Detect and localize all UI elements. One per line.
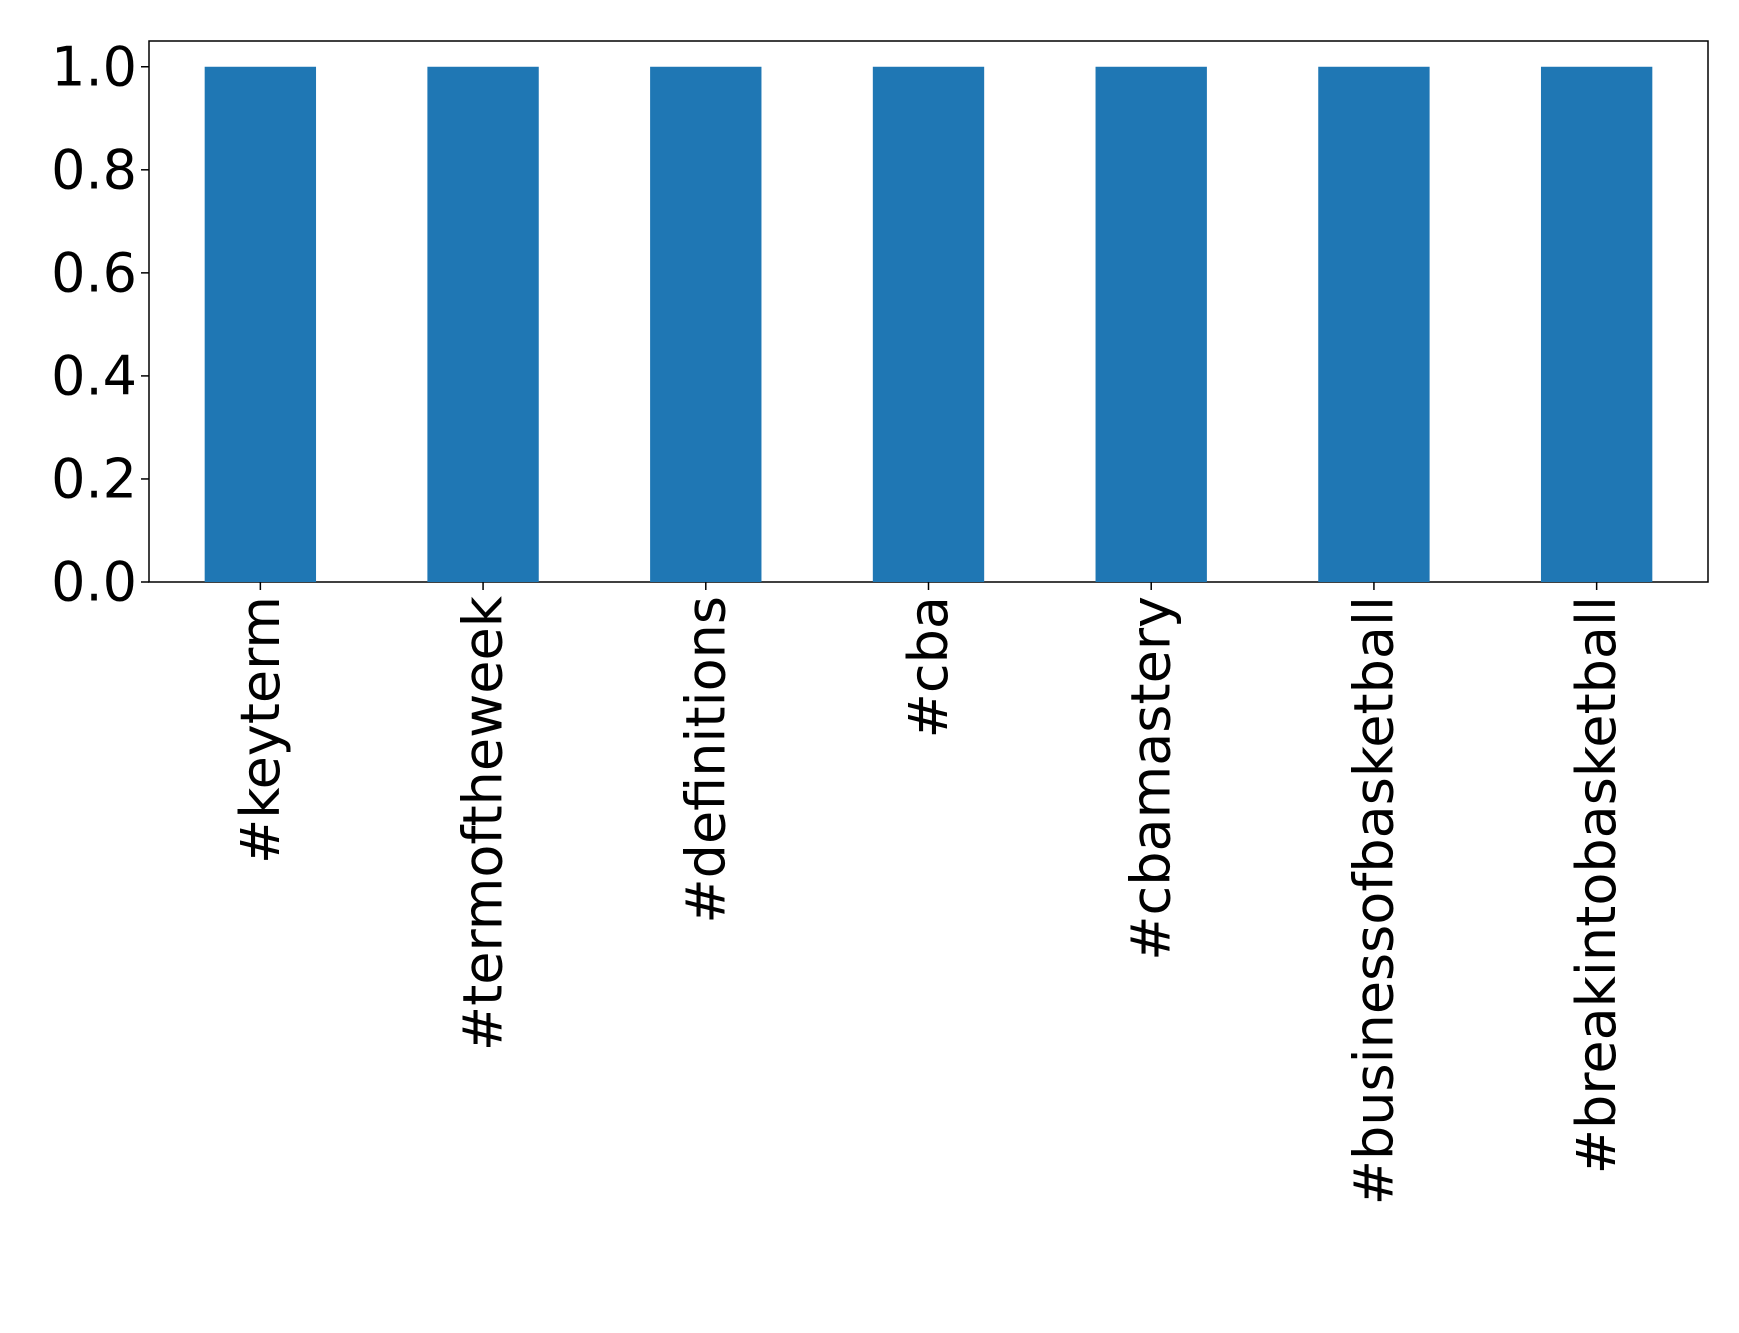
bar xyxy=(872,66,985,582)
y-tick-label: 1.0 xyxy=(51,35,137,98)
bar xyxy=(650,66,762,582)
y-tick-label: 0.2 xyxy=(51,447,137,510)
x-tick-label: #cba xyxy=(897,596,960,738)
y-tick-label: 0.8 xyxy=(51,138,137,201)
x-tick-label: #definitions xyxy=(674,596,737,924)
bar xyxy=(1095,66,1207,582)
y-tick-label: 0.6 xyxy=(51,241,137,304)
y-tick-label: 0.4 xyxy=(51,344,137,407)
bar xyxy=(1540,66,1653,582)
x-tick-label: #keyterm xyxy=(229,596,292,864)
bar xyxy=(204,66,317,582)
bar xyxy=(427,66,539,582)
x-tick-label: #businessofbasketball xyxy=(1342,596,1405,1205)
x-tick-label: #termoftheweek xyxy=(452,595,515,1051)
x-tick-label: #cbamastery xyxy=(1120,596,1183,961)
y-tick-label: 0.0 xyxy=(51,551,137,614)
bar xyxy=(1318,66,1430,582)
x-tick-label: #breakintobasketball xyxy=(1565,596,1628,1174)
